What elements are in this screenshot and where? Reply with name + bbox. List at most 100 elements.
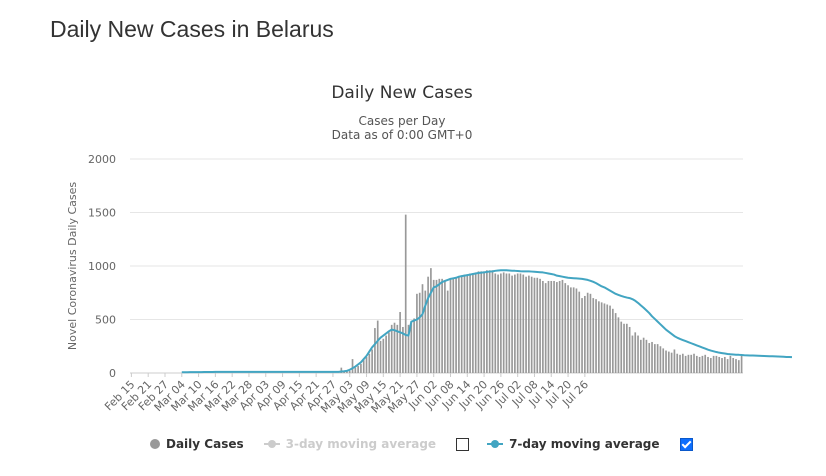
daily-cases-bar	[508, 273, 511, 373]
daily-cases-bar	[458, 276, 460, 373]
daily-cases-bar	[388, 332, 390, 373]
daily-cases-bar	[679, 354, 681, 373]
daily-cases-bar	[712, 355, 715, 373]
daily-cases-bar	[441, 278, 443, 373]
chart-subtitle-line2: Data as of 0:00 GMT+0	[332, 128, 473, 142]
y-tick-label: 2000	[88, 153, 116, 166]
daily-cases-bar	[598, 301, 600, 373]
daily-cases-bar	[393, 322, 396, 373]
daily-cases-bar	[514, 274, 516, 373]
daily-cases-bar	[737, 360, 740, 373]
daily-cases-bar	[536, 277, 539, 373]
daily-cases-bar	[374, 328, 376, 373]
daily-cases-bar	[404, 214, 407, 373]
legend-daily-cases[interactable]: Daily Cases	[150, 437, 244, 451]
daily-cases-bar	[662, 348, 665, 373]
daily-cases-bar	[653, 344, 656, 373]
daily-cases-bar	[617, 317, 620, 373]
daily-cases-bar	[472, 273, 474, 373]
daily-cases-bar	[427, 276, 429, 373]
daily-cases-bar	[402, 326, 404, 373]
daily-cases-bar	[368, 353, 371, 373]
chart-title: Daily New Cases	[331, 83, 473, 103]
daily-cases-bar	[446, 290, 449, 373]
daily-cases-bar	[542, 280, 544, 373]
daily-cases-marker-icon	[150, 439, 160, 449]
daily-cases-bar	[553, 280, 555, 373]
daily-cases-bar	[519, 273, 522, 373]
daily-cases-bar	[690, 354, 693, 373]
daily-cases-bar	[575, 288, 578, 373]
daily-cases-bar	[362, 360, 365, 373]
daily-cases-bar	[474, 272, 477, 373]
daily-cases-bar	[346, 371, 348, 373]
daily-cases-bar	[609, 305, 611, 373]
daily-cases-bar	[491, 270, 494, 373]
daily-cases-bar	[497, 274, 499, 373]
daily-cases-bar	[365, 356, 368, 373]
chart-legend: Daily Cases 3-day moving average 7-day m…	[150, 433, 693, 455]
daily-cases-bar	[371, 349, 373, 373]
daily-cases-bar	[477, 271, 480, 373]
daily-cases-bar	[360, 363, 362, 373]
daily-cases-bar	[600, 302, 603, 373]
daily-cases-bar	[533, 277, 536, 373]
daily-cases-bar	[567, 285, 569, 373]
daily-cases-bar	[651, 341, 653, 373]
daily-cases-bar	[572, 287, 575, 373]
daily-cases-chart: Daily New Cases Cases per Day Data as of…	[66, 83, 793, 416]
daily-cases-bar	[390, 324, 393, 373]
daily-cases-bar	[494, 273, 497, 373]
daily-cases-bar	[435, 279, 438, 373]
daily-cases-bar	[449, 278, 452, 373]
daily-cases-bar	[606, 304, 609, 373]
daily-cases-bar	[418, 292, 421, 373]
daily-cases-bar	[430, 268, 432, 373]
daily-cases-bar	[444, 280, 446, 373]
daily-cases-bar	[639, 339, 642, 373]
daily-cases-bar	[656, 344, 659, 373]
daily-cases-bar	[584, 295, 586, 373]
daily-cases-bar	[735, 359, 737, 373]
daily-cases-bar	[469, 273, 471, 373]
y-tick-label: 0	[109, 367, 116, 380]
legend-daily-cases-label: Daily Cases	[166, 437, 244, 451]
daily-cases-bar	[603, 303, 606, 373]
daily-cases-bar	[684, 355, 687, 373]
daily-cases-bar	[628, 326, 631, 373]
legend-3day-average-label: 3-day moving average	[285, 437, 437, 451]
daily-cases-bar	[631, 335, 634, 373]
daily-cases-bar	[522, 274, 525, 373]
daily-cases-bar	[455, 277, 457, 373]
y-axis-label: Novel Coronavirus Daily Cases	[66, 182, 79, 350]
daily-cases-bar	[407, 324, 410, 373]
daily-cases-bar	[544, 283, 547, 373]
legend-7day-average[interactable]: 7-day moving average	[487, 437, 660, 451]
legend-7day-average-label: 7-day moving average	[509, 437, 660, 451]
daily-cases-bar	[592, 298, 595, 373]
daily-cases-bar	[438, 278, 441, 373]
daily-cases-bar	[589, 293, 592, 373]
daily-cases-bar	[693, 353, 695, 373]
daily-cases-bar	[500, 273, 502, 373]
y-tick-label: 1500	[88, 207, 116, 220]
daily-cases-bar	[676, 353, 679, 373]
daily-cases-bar	[466, 274, 469, 373]
daily-cases-bar	[586, 292, 589, 373]
daily-cases-bar	[354, 367, 357, 373]
daily-cases-bar	[707, 356, 709, 373]
daily-cases-bar	[525, 276, 527, 373]
daily-cases-bar	[488, 270, 491, 373]
daily-cases-bar	[570, 287, 572, 373]
daily-cases-bar	[659, 346, 662, 373]
daily-cases-bar	[726, 359, 729, 373]
daily-cases-bar	[648, 343, 651, 373]
daily-cases-bar	[530, 276, 533, 373]
daily-cases-bar	[561, 279, 564, 373]
daily-cases-bar	[385, 335, 387, 373]
daily-cases-bar	[452, 278, 455, 373]
legend-3day-average[interactable]: 3-day moving average	[263, 437, 437, 451]
7day-average-checkbox[interactable]	[679, 437, 693, 451]
3day-average-checkbox[interactable]	[456, 437, 470, 451]
daily-cases-bar	[595, 299, 597, 373]
